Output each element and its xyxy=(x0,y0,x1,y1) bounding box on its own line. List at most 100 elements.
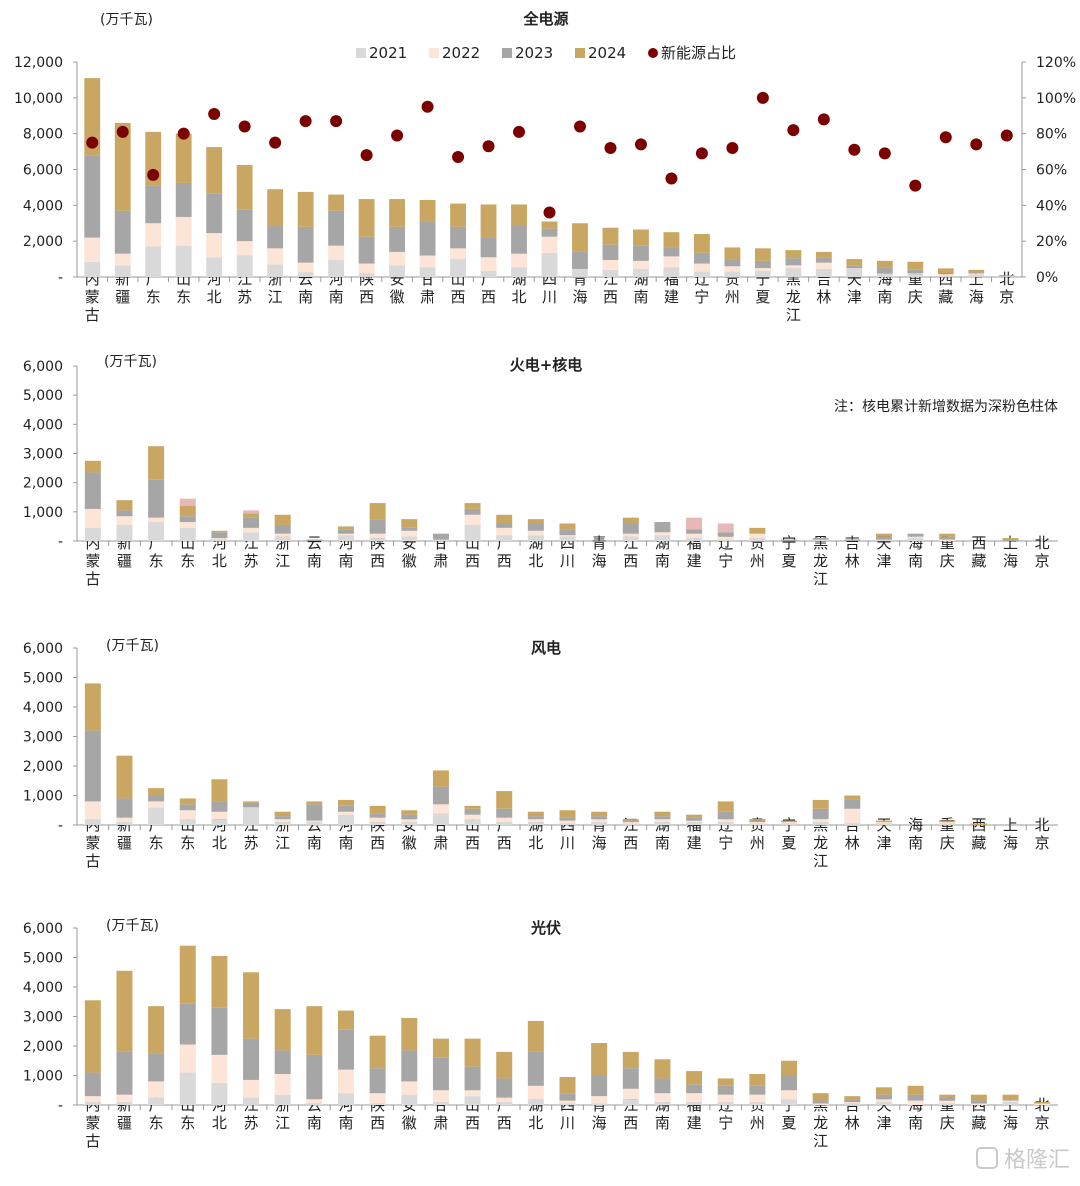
bar-2022 xyxy=(591,819,608,823)
x-tick-char: 林 xyxy=(845,1114,860,1132)
x-tick-char: 西 xyxy=(370,1114,385,1132)
bar-2024 xyxy=(622,517,639,524)
bar-2021 xyxy=(496,822,513,825)
bar-2021 xyxy=(622,536,639,541)
x-tick-char: 东 xyxy=(176,288,191,306)
bar-2024 xyxy=(306,801,323,805)
x-tick-char: 古 xyxy=(85,306,100,324)
bar-2021 xyxy=(306,822,323,825)
bar-2023 xyxy=(749,820,766,823)
bar-2023 xyxy=(781,1075,798,1091)
x-tick-char: 京 xyxy=(1035,834,1050,852)
x-tick-char: 京 xyxy=(1035,1114,1050,1132)
bar-2024 xyxy=(939,820,956,823)
bar-2023 xyxy=(846,265,863,269)
chart-title: 光伏 xyxy=(530,919,561,937)
bar-2022 xyxy=(663,256,680,268)
bar-2021 xyxy=(84,261,101,277)
bar-2021 xyxy=(464,819,481,825)
bar-2022 xyxy=(907,536,924,539)
bar-2022 xyxy=(844,808,861,824)
bar-2023 xyxy=(844,799,861,809)
bar-2022 xyxy=(717,1094,734,1103)
bar-2021 xyxy=(148,807,165,825)
bar-2021 xyxy=(785,268,802,277)
y-tick-label: 3,000 xyxy=(23,447,63,463)
bar-2024 xyxy=(211,779,228,802)
bar-2023 xyxy=(654,1078,671,1094)
bar-2022 xyxy=(633,260,649,269)
bar-2021 xyxy=(875,539,892,541)
bar-2021 xyxy=(211,819,228,825)
bar-2023 xyxy=(306,1054,323,1100)
bar-2021 xyxy=(496,1102,513,1105)
x-tick-char: 川 xyxy=(542,288,557,306)
x-tick-char: 江 xyxy=(813,570,828,588)
share-point xyxy=(391,129,404,142)
y-tick-label: - xyxy=(58,534,63,550)
x-tick-char: 徽 xyxy=(390,288,405,306)
legend-swatch xyxy=(502,48,512,58)
x-tick-char: 津 xyxy=(847,288,862,306)
bar-2021 xyxy=(179,527,196,541)
legend-label: 2023 xyxy=(515,44,553,62)
x-tick-char: 北 xyxy=(528,1114,543,1132)
bar-2023 xyxy=(116,798,133,818)
bar-2021 xyxy=(84,527,101,541)
x-tick-char: 海 xyxy=(592,552,607,570)
bar-2024 xyxy=(464,1038,481,1067)
bar-2024 xyxy=(559,523,576,530)
bar-2022 xyxy=(148,517,165,523)
bar-2021 xyxy=(527,535,544,541)
y-tick-label: 5,000 xyxy=(23,951,63,967)
share-point xyxy=(482,140,495,153)
bar-2024 xyxy=(419,199,436,222)
bar-2023 xyxy=(148,1053,165,1082)
bar-2021 xyxy=(875,823,892,825)
x-tick-char: 疆 xyxy=(117,834,132,852)
bar-2023 xyxy=(369,1068,386,1094)
bar-2023 xyxy=(717,1085,734,1095)
x-tick-char: 南 xyxy=(338,1114,353,1132)
y-tick-label: 2,000 xyxy=(23,1039,63,1055)
bar-2024 xyxy=(432,1038,449,1058)
bar-2024 xyxy=(84,683,101,731)
y2-tick-label: 40% xyxy=(1036,198,1067,214)
x-tick-char: 西 xyxy=(465,834,480,852)
y2-tick-label: 60% xyxy=(1036,163,1067,179)
bar-2023 xyxy=(633,245,649,261)
bar-2023 xyxy=(267,225,284,249)
x-tick-char: 津 xyxy=(876,552,891,570)
bar-2024 xyxy=(970,823,987,825)
bar-2022 xyxy=(84,1096,101,1103)
bar-2023 xyxy=(876,267,893,274)
x-tick-char: 肃 xyxy=(433,834,448,852)
bar-2022 xyxy=(267,248,284,265)
bar-2023 xyxy=(937,273,954,275)
bar-2022 xyxy=(464,514,481,525)
bar-2024 xyxy=(998,275,1015,276)
bar-2024 xyxy=(633,229,649,246)
bar-2021 xyxy=(622,1099,639,1105)
bar-2021 xyxy=(749,538,766,541)
x-tick-char: 海 xyxy=(908,816,923,834)
y-tick-label: - xyxy=(58,818,63,834)
bar-2021 xyxy=(267,264,284,277)
bar-2024 xyxy=(243,801,260,803)
bar-2022 xyxy=(337,811,354,815)
x-tick-label: 西藏 xyxy=(971,816,986,852)
x-tick-char: 南 xyxy=(329,288,344,306)
bar-2022 xyxy=(654,532,671,536)
bar-2022 xyxy=(358,263,375,274)
bar-2021 xyxy=(693,271,710,277)
bar-2021 xyxy=(591,1103,608,1105)
bar-2024 xyxy=(907,1085,924,1095)
bar-2021 xyxy=(559,536,576,541)
unit-label: (万千瓦) xyxy=(104,354,157,370)
bar-2024 xyxy=(116,500,133,511)
legend-label: 2022 xyxy=(442,44,480,62)
bar-2022 xyxy=(450,248,466,260)
x-tick-char: 宁 xyxy=(718,834,733,852)
bar-2023 xyxy=(243,517,260,528)
bar-2023 xyxy=(179,516,196,523)
